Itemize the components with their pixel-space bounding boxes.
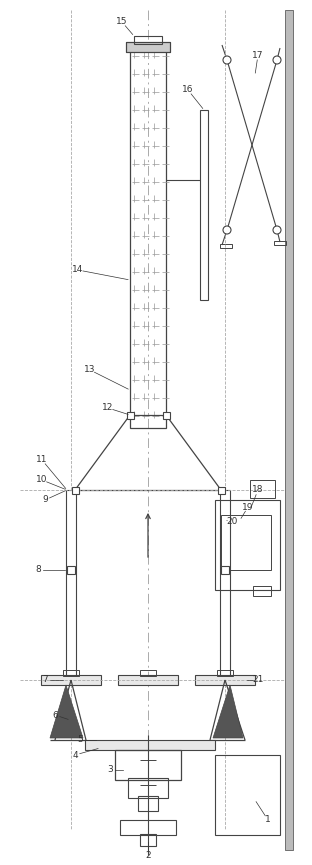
Bar xyxy=(274,241,286,245)
Bar xyxy=(285,10,293,850)
Text: 12: 12 xyxy=(102,403,114,413)
Bar xyxy=(163,412,169,419)
Bar xyxy=(118,675,178,685)
Bar xyxy=(126,412,134,419)
Bar xyxy=(67,566,75,574)
Circle shape xyxy=(273,56,281,64)
Circle shape xyxy=(223,56,231,64)
Text: 7: 7 xyxy=(42,676,48,684)
Bar xyxy=(71,486,79,494)
Text: 21: 21 xyxy=(252,676,264,684)
Bar xyxy=(126,42,170,52)
Circle shape xyxy=(223,226,231,234)
Text: 8: 8 xyxy=(35,566,41,574)
Bar xyxy=(220,490,230,680)
Text: 19: 19 xyxy=(242,503,254,511)
Polygon shape xyxy=(213,685,243,738)
Text: 16: 16 xyxy=(182,86,194,94)
Bar xyxy=(115,750,181,780)
Bar xyxy=(140,670,156,676)
Text: 5: 5 xyxy=(77,735,83,745)
Bar xyxy=(217,486,225,494)
Bar xyxy=(221,566,229,574)
Bar xyxy=(221,515,271,570)
Bar xyxy=(200,110,208,300)
Bar xyxy=(140,834,156,846)
Bar xyxy=(128,778,168,798)
Bar xyxy=(120,820,176,835)
Bar xyxy=(220,244,232,248)
Polygon shape xyxy=(50,685,83,738)
Text: 11: 11 xyxy=(36,456,48,465)
Text: 14: 14 xyxy=(72,266,84,274)
Bar xyxy=(215,755,280,835)
Bar xyxy=(130,48,166,428)
Bar xyxy=(195,675,255,685)
Bar xyxy=(66,490,76,680)
Text: 13: 13 xyxy=(84,366,96,375)
Text: 9: 9 xyxy=(42,496,48,504)
Text: 4: 4 xyxy=(72,751,78,759)
Text: 3: 3 xyxy=(107,766,113,774)
Text: 2: 2 xyxy=(145,850,151,860)
Text: 15: 15 xyxy=(116,17,128,27)
Text: 1: 1 xyxy=(265,816,271,824)
Bar xyxy=(85,740,215,750)
Bar xyxy=(134,36,162,44)
Bar xyxy=(253,586,271,596)
Text: 6: 6 xyxy=(52,710,58,720)
Bar xyxy=(126,42,170,52)
Bar xyxy=(41,675,101,685)
Bar xyxy=(138,796,158,811)
Circle shape xyxy=(273,226,281,234)
Text: 10: 10 xyxy=(36,476,48,484)
Text: 17: 17 xyxy=(252,50,264,60)
Text: 20: 20 xyxy=(226,517,238,527)
Bar xyxy=(63,670,79,676)
Bar xyxy=(250,480,275,498)
Bar xyxy=(217,670,233,676)
Bar xyxy=(215,500,280,590)
Text: 18: 18 xyxy=(252,485,264,495)
